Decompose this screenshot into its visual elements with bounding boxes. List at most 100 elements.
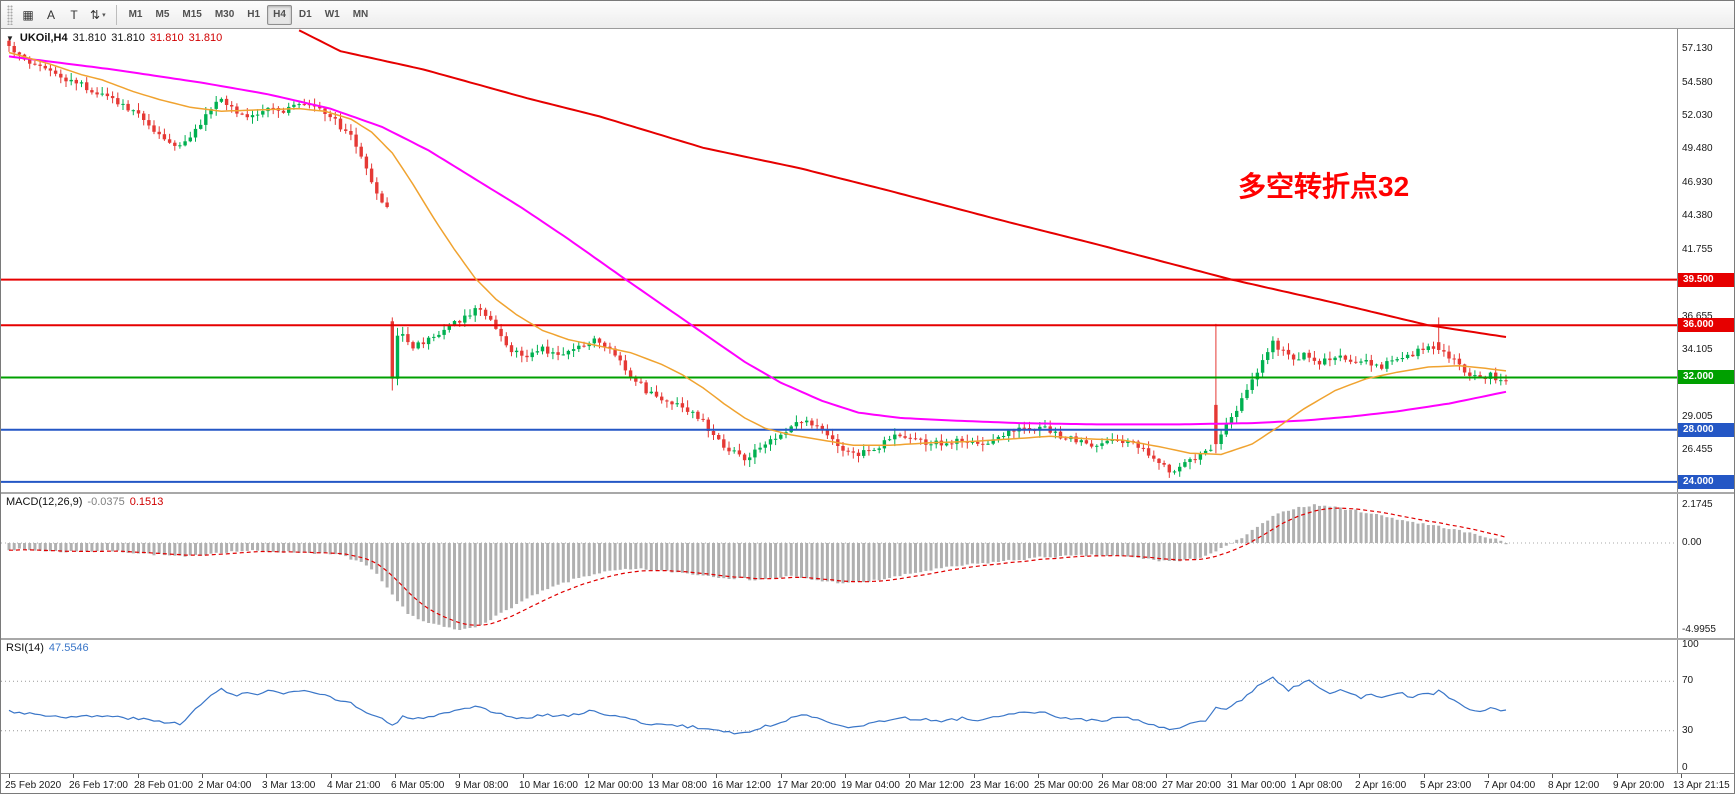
macd-signal-value: 0.1513 xyxy=(129,496,164,508)
price-line-label: 36.000 xyxy=(1678,318,1734,332)
main-chart-panel: ▼ UKOil,H4 31.810 31.810 31.810 31.810 多… xyxy=(1,29,1734,493)
time-tick xyxy=(202,774,203,778)
timeframe-button-h4[interactable]: H4 xyxy=(267,4,292,25)
text-tool-icon: T xyxy=(70,7,78,22)
arrows-dropdown-button[interactable]: ⇅ ▾ xyxy=(86,4,110,26)
chart-annotation-text: 多空转折点32 xyxy=(1238,171,1410,202)
timeframe-button-m15[interactable]: M15 xyxy=(176,5,207,25)
time-axis-label: 28 Feb 01:00 xyxy=(134,780,193,791)
time-axis-label: 26 Feb 17:00 xyxy=(69,780,128,791)
time-tick xyxy=(1295,774,1296,778)
price-axis-label: 49.480 xyxy=(1682,143,1713,154)
price-line-label: 28.000 xyxy=(1678,423,1734,437)
time-axis-label: 25 Feb 2020 xyxy=(5,780,62,791)
price-axis-label: 52.030 xyxy=(1682,110,1713,121)
macd-indicator-name: MACD(12,26,9) xyxy=(6,496,83,508)
time-tick xyxy=(395,774,396,778)
rsi-value: 47.5546 xyxy=(48,642,89,654)
grid-tool-button[interactable]: ▦ xyxy=(17,4,39,26)
main-chart-plot[interactable] xyxy=(1,29,1677,493)
rsi-title: RSI(14) 47.5546 xyxy=(6,642,89,654)
toolbar-grip[interactable] xyxy=(7,4,13,25)
macd-main-value: -0.0375 xyxy=(87,496,125,508)
chart-close-value: 31.810 xyxy=(188,32,223,44)
timeframe-button-h1[interactable]: H1 xyxy=(241,5,266,25)
timeframe-button-m5[interactable]: M5 xyxy=(149,5,175,25)
caret-down-icon: ▾ xyxy=(102,11,106,19)
text-label-tool-icon: A xyxy=(46,7,55,22)
time-axis-label: 12 Mar 00:00 xyxy=(584,780,643,791)
price-axis-label: 34.105 xyxy=(1682,344,1713,355)
chart-high-value: 31.810 xyxy=(111,32,145,44)
time-tick xyxy=(1102,774,1103,778)
panel-splitter[interactable] xyxy=(1,492,1734,494)
time-tick xyxy=(138,774,139,778)
timeframe-button-m30[interactable]: M30 xyxy=(209,5,240,25)
time-axis-label: 3 Mar 13:00 xyxy=(262,780,316,791)
rsi-axis-label: 30 xyxy=(1682,725,1694,736)
timeframe-button-m1[interactable]: M1 xyxy=(123,5,149,25)
time-tick xyxy=(1552,774,1553,778)
price-axis-label: 44.380 xyxy=(1682,210,1713,221)
time-tick xyxy=(588,774,589,778)
time-axis-label: 5 Apr 23:00 xyxy=(1420,780,1472,791)
time-tick xyxy=(523,774,524,778)
time-axis-label: 23 Mar 16:00 xyxy=(970,780,1029,791)
panel-splitter[interactable] xyxy=(1,638,1734,640)
rsi-indicator-name: RSI(14) xyxy=(6,642,44,654)
chart-open-value: 31.810 xyxy=(72,32,107,44)
arrows-dropdown-icon: ⇅ xyxy=(90,7,101,22)
rsi-indicator-panel: RSI(14) 47.5546 100 70 30 0 xyxy=(1,639,1734,773)
price-axis-label: 57.130 xyxy=(1682,43,1713,54)
toolbar-separator xyxy=(115,4,117,25)
time-tick xyxy=(73,774,74,778)
price-line-label: 32.000 xyxy=(1678,370,1734,384)
macd-axis-label: -4.9955 xyxy=(1682,624,1716,635)
time-axis-label: 1 Apr 08:00 xyxy=(1291,780,1343,791)
time-tick xyxy=(974,774,975,778)
timeframe-button-mn[interactable]: MN xyxy=(347,5,375,25)
time-tick xyxy=(781,774,782,778)
time-axis-label: 2 Apr 16:00 xyxy=(1355,780,1407,791)
time-tick xyxy=(652,774,653,778)
price-axis-separator xyxy=(1677,493,1678,639)
price-line-label: 39.500 xyxy=(1678,273,1734,287)
text-tool-button[interactable]: T xyxy=(63,4,85,26)
time-axis-label: 9 Mar 08:00 xyxy=(455,780,509,791)
macd-axis-label: 0.00 xyxy=(1682,537,1702,548)
time-axis-label: 20 Mar 12:00 xyxy=(905,780,964,791)
text-label-tool-button[interactable]: A xyxy=(40,4,62,26)
price-line-label: 24.000 xyxy=(1678,475,1734,489)
time-axis[interactable]: 25 Feb 2020 26 Feb 17:00 28 Feb 01:00 2 Mar… xyxy=(1,773,1734,793)
time-axis-label: 8 Apr 12:00 xyxy=(1548,780,1600,791)
timeframe-button-w1[interactable]: W1 xyxy=(319,5,346,25)
price-axis-separator xyxy=(1677,639,1678,773)
time-tick xyxy=(1166,774,1167,778)
time-tick xyxy=(1359,774,1360,778)
time-tick xyxy=(1488,774,1489,778)
time-axis-label: 10 Mar 16:00 xyxy=(519,780,578,791)
chart-low-value: 31.810 xyxy=(149,32,184,44)
toolbar: ▦ A T ⇅ ▾ M1 M5 M15 M30 H1 H4 D1 W1 MN xyxy=(1,1,1734,29)
time-axis-label: 26 Mar 08:00 xyxy=(1098,780,1157,791)
time-tick xyxy=(845,774,846,778)
time-axis-label: 9 Apr 20:00 xyxy=(1613,780,1665,791)
timeframe-button-d1[interactable]: D1 xyxy=(293,5,318,25)
time-tick xyxy=(716,774,717,778)
time-axis-label: 13 Mar 08:00 xyxy=(648,780,707,791)
time-tick xyxy=(331,774,332,778)
grid-tool-icon: ▦ xyxy=(22,7,34,22)
chart-title: ▼ UKOil,H4 31.810 31.810 31.810 31.810 xyxy=(6,32,222,44)
chart-collapse-arrow[interactable]: ▼ xyxy=(6,33,14,43)
macd-plot[interactable] xyxy=(1,495,1677,637)
time-tick xyxy=(1617,774,1618,778)
time-axis-label: 13 Apr 21:15 xyxy=(1673,780,1730,791)
price-axis-label: 26.455 xyxy=(1682,444,1713,455)
time-axis-label: 27 Mar 20:00 xyxy=(1162,780,1221,791)
macd-title: MACD(12,26,9) -0.0375 0.1513 xyxy=(6,496,163,508)
rsi-plot[interactable] xyxy=(1,641,1677,771)
time-tick xyxy=(266,774,267,778)
time-tick xyxy=(1424,774,1425,778)
time-axis-label: 25 Mar 00:00 xyxy=(1034,780,1093,791)
